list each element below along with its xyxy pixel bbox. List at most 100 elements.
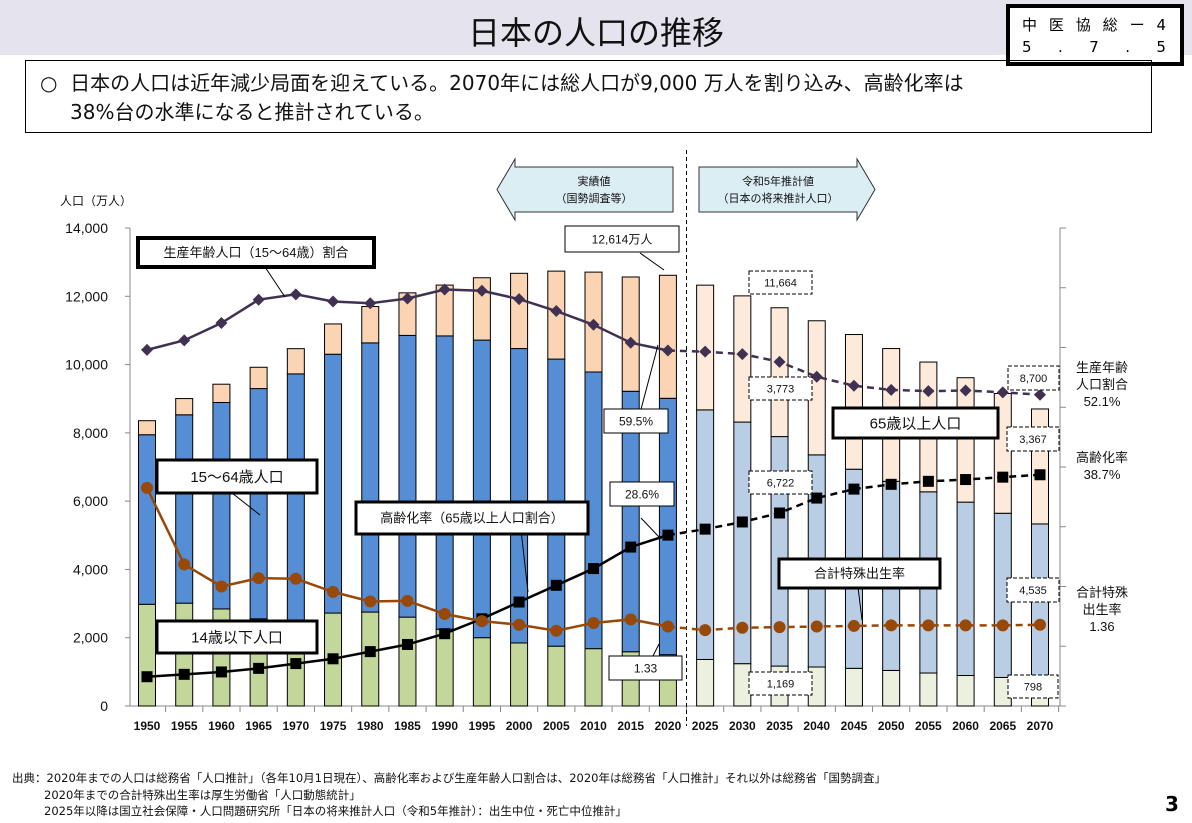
tfr-point [661, 620, 674, 633]
leader-line [231, 492, 261, 516]
bar-young [435, 628, 454, 707]
actual-values-arrow-label: （国勢調査等） [556, 191, 633, 205]
x-tick-label: 2030 [729, 719, 756, 733]
bar-elderly [175, 398, 194, 416]
bar-elderly [770, 307, 789, 438]
working-ratio-point [922, 385, 935, 398]
x-tick-label: 2045 [841, 719, 868, 733]
working-ratio-point [438, 283, 451, 296]
bar-working [398, 334, 417, 618]
working-ratio-point [513, 293, 526, 306]
bar-elderly [249, 366, 268, 390]
title-bar [0, 0, 1192, 55]
total-2035-label-text: 11,664 [764, 277, 797, 289]
bar-young [844, 667, 863, 707]
tfr-right-label: 出生率 [1082, 602, 1121, 617]
bar-young [175, 602, 194, 707]
aging-rate-point [178, 668, 190, 680]
working-ratio-point [736, 348, 749, 361]
working-ratio-point [773, 355, 786, 368]
tfr-point [550, 624, 563, 637]
aging-rate-point [513, 596, 525, 608]
page-title: 日本の人口の推移 [467, 14, 724, 52]
working-ratio-point [289, 288, 302, 301]
x-tick-label: 2000 [506, 719, 533, 733]
x-tick-label: 1975 [320, 719, 347, 733]
aging-rate-right-label: 高齢化率 [1076, 450, 1128, 465]
y-axis-title: 人口（万人） [60, 194, 132, 208]
bar-young [472, 637, 491, 707]
bar-young [398, 616, 417, 707]
y-tick-label: 8,000 [73, 425, 108, 441]
working-ratio-legend [136, 236, 376, 269]
working-ratio-point [364, 297, 377, 310]
tfr-right-label: 合計特殊 [1076, 585, 1128, 600]
doc-id-char: 協 [1075, 16, 1093, 34]
young-2035-label-text: 1,169 [767, 678, 795, 690]
tfr-point [885, 619, 898, 632]
summary-box: ○ 日本の人口は近年減少局面を迎えている。2070年には総人口が9,000 万人… [25, 60, 1152, 133]
bar-elderly [510, 272, 529, 350]
population-chart: 0 2,000 4,000 6,000 8,000 10,000 12,000 14,000 人… [60, 150, 1128, 733]
y-tick-label: 12,000 [65, 288, 108, 304]
aging-2020-label-text: 28.6% [625, 487, 659, 501]
actual-values-arrow-label: 実績値 [578, 174, 611, 188]
x-tick-label: 1995 [469, 719, 496, 733]
working-ratio-point [178, 334, 191, 347]
y-tick-label: 2,000 [73, 630, 108, 646]
bar-elderly [138, 420, 156, 436]
aging-rate-point [550, 579, 562, 591]
doc-id-char: 5 [1156, 38, 1168, 56]
tfr-point [922, 619, 935, 632]
bar-working [435, 335, 454, 630]
tfr-point [1034, 618, 1046, 631]
aging-rate-point [253, 662, 265, 674]
x-tick-label: 1955 [171, 719, 198, 733]
working-ratio-point [624, 336, 637, 349]
doc-id-char: 7 [1089, 38, 1101, 56]
aging-rate-point [811, 492, 823, 504]
aging-2020-label [609, 481, 675, 507]
x-tick-label: 1965 [245, 719, 272, 733]
doc-id-char: ー [1129, 16, 1147, 34]
aging-rate-point [625, 541, 637, 553]
tfr-right-label: 1.36 [1089, 619, 1114, 634]
actual-values-arrow [496, 157, 674, 222]
bar-young [510, 642, 529, 707]
aging-rate-point [141, 671, 153, 683]
bar-working [212, 401, 231, 610]
aging-rate-point [588, 563, 599, 575]
x-tick-label: 2070 [1027, 719, 1054, 733]
aging-rate-point [774, 507, 786, 519]
elderly-pop-legend [831, 406, 1000, 440]
elderly-2035-label-text: 3,773 [767, 383, 795, 395]
source-notes: 出典：2020年までの人口は総務省「人口推計」（各年10月1日現在）、高齢化率お… [12, 770, 886, 820]
tfr-point [327, 585, 340, 598]
tfr-point [587, 616, 600, 629]
y-tick-label: 6,000 [73, 493, 108, 509]
y-tick-label: 4,000 [73, 561, 108, 577]
leader-line [857, 586, 863, 621]
leader-line [639, 252, 665, 271]
tfr-point [215, 580, 228, 593]
elderly-pop-legend-text: 65歳以上人口 [870, 415, 962, 432]
x-tick-label: 1960 [208, 719, 235, 733]
aging-rate-right-label: 38.7% [1084, 467, 1121, 482]
source-line: 2020年までの合計特殊出生率は厚生労働省「人口動態統計」 [44, 787, 361, 802]
aging-rate-point [736, 516, 748, 528]
bar-elderly [844, 334, 863, 470]
aging-rate-point [215, 666, 227, 678]
x-tick-label: 2050 [878, 719, 905, 733]
bar-young [361, 611, 380, 707]
working-ratio-point [661, 344, 674, 357]
x-tick-label: 2060 [952, 719, 979, 733]
x-tick-label: 2010 [580, 719, 607, 733]
bar-working [696, 409, 715, 660]
y-tick-label: 14,000 [65, 220, 108, 236]
aging-rate-point [922, 475, 934, 487]
aging-rate-point [848, 483, 860, 495]
working-ratio-right-label: 生産年齢 [1076, 360, 1128, 375]
working-ratio-point [699, 345, 712, 358]
x-tick-label: 2055 [915, 719, 942, 733]
page-number: 3 [1165, 792, 1179, 816]
